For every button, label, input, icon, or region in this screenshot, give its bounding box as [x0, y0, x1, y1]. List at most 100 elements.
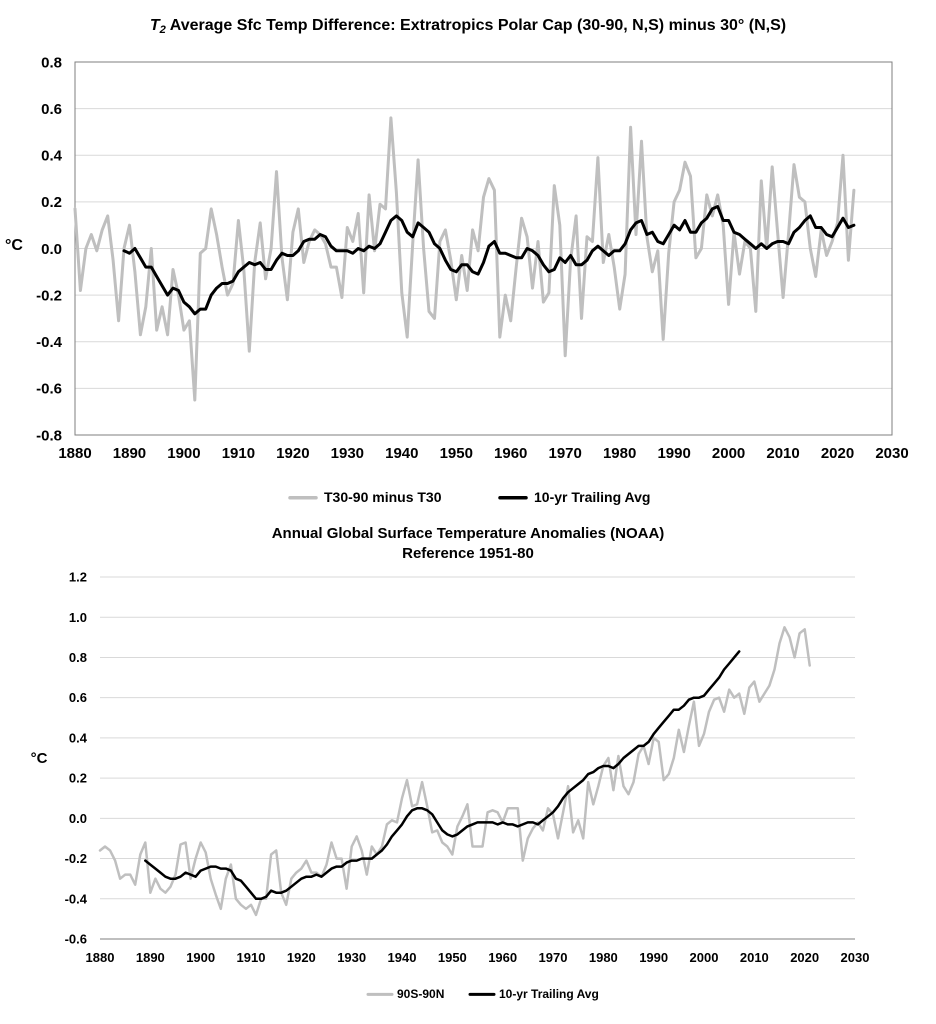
- data-point: [713, 699, 715, 701]
- data-point: [428, 231, 430, 233]
- data-point: [396, 829, 398, 832]
- data-point: [777, 240, 779, 243]
- data-point: [663, 721, 665, 723]
- data-point: [270, 247, 272, 250]
- data-point: [286, 254, 288, 257]
- data-point: [85, 247, 87, 250]
- data-point: [487, 811, 489, 813]
- y-axis-label: °C: [5, 237, 23, 254]
- data-point: [668, 233, 670, 236]
- data-point: [315, 874, 317, 876]
- data-point: [129, 874, 131, 876]
- data-point: [139, 257, 141, 259]
- y-tick-label: -0.8: [36, 427, 62, 444]
- data-point: [613, 266, 615, 268]
- data-point: [760, 243, 762, 245]
- data-point: [292, 254, 294, 257]
- data-point: [504, 252, 506, 254]
- data-point: [245, 886, 247, 888]
- data-point: [412, 243, 414, 245]
- data-point: [423, 226, 425, 229]
- data-point: [124, 874, 126, 876]
- data-point: [507, 823, 509, 826]
- data-point: [646, 233, 648, 236]
- data-point: [853, 189, 855, 191]
- data-point: [562, 811, 564, 813]
- data-point: [521, 217, 523, 219]
- data-point: [406, 779, 408, 781]
- data-point: [608, 254, 610, 257]
- data-point: [232, 282, 234, 285]
- data-point: [658, 727, 660, 729]
- data-point: [330, 868, 333, 870]
- data-point: [330, 266, 332, 268]
- data-point: [706, 217, 708, 219]
- x-tick-label: 2030: [875, 445, 908, 462]
- data-point: [512, 807, 514, 809]
- data-point: [172, 268, 174, 271]
- data-point: [315, 872, 317, 874]
- data-point: [537, 254, 539, 257]
- data-point: [254, 264, 256, 266]
- x-tick-label: 2020: [821, 445, 854, 462]
- data-point: [662, 338, 664, 340]
- data-point: [836, 222, 839, 224]
- data-point: [575, 215, 577, 217]
- data-point: [559, 257, 561, 259]
- data-point: [395, 191, 397, 194]
- data-point: [591, 240, 594, 243]
- data-point: [215, 866, 217, 868]
- data-point: [782, 240, 784, 243]
- data-point: [738, 273, 741, 275]
- y-tick-label: 0.2: [69, 771, 87, 786]
- data-point: [580, 317, 583, 319]
- data-point: [548, 292, 550, 294]
- data-point: [319, 233, 321, 236]
- data-point: [771, 166, 773, 168]
- data-point: [381, 845, 383, 848]
- data-point: [156, 329, 158, 331]
- data-point: [718, 677, 720, 679]
- data-point: [417, 159, 419, 161]
- x-tick-label: 1910: [237, 950, 266, 965]
- data-point: [149, 892, 151, 894]
- series-line-annual: [73, 116, 856, 402]
- data-point: [391, 819, 393, 821]
- data-point: [161, 285, 163, 287]
- data-point: [586, 236, 588, 238]
- data-point: [706, 194, 708, 196]
- data-point: [617, 763, 620, 765]
- data-point: [632, 781, 635, 783]
- data-point: [235, 878, 237, 880]
- data-point: [708, 711, 710, 713]
- y-tick-label: -0.4: [65, 891, 88, 906]
- data-point: [123, 250, 125, 252]
- data-point: [723, 668, 725, 671]
- data-point: [760, 180, 762, 182]
- data-point: [836, 226, 839, 229]
- data-point: [401, 797, 403, 799]
- data-point: [688, 699, 690, 701]
- data-point: [831, 240, 833, 243]
- data-point: [363, 292, 365, 294]
- data-point: [433, 317, 436, 319]
- data-point: [607, 765, 610, 767]
- data-point: [768, 685, 771, 687]
- data-point: [552, 811, 554, 813]
- data-point: [255, 914, 257, 916]
- data-point: [749, 247, 752, 250]
- data-point: [698, 697, 700, 699]
- data-point: [150, 247, 152, 250]
- data-point: [401, 219, 403, 222]
- data-point: [718, 697, 720, 699]
- data-point: [216, 233, 218, 236]
- data-point: [195, 876, 197, 878]
- data-point: [717, 194, 719, 196]
- data-point: [809, 215, 811, 217]
- data-point: [472, 229, 474, 231]
- data-point: [411, 805, 413, 807]
- data-point: [763, 693, 766, 695]
- data-point: [663, 779, 665, 781]
- data-point: [782, 296, 784, 299]
- data-point: [777, 231, 779, 233]
